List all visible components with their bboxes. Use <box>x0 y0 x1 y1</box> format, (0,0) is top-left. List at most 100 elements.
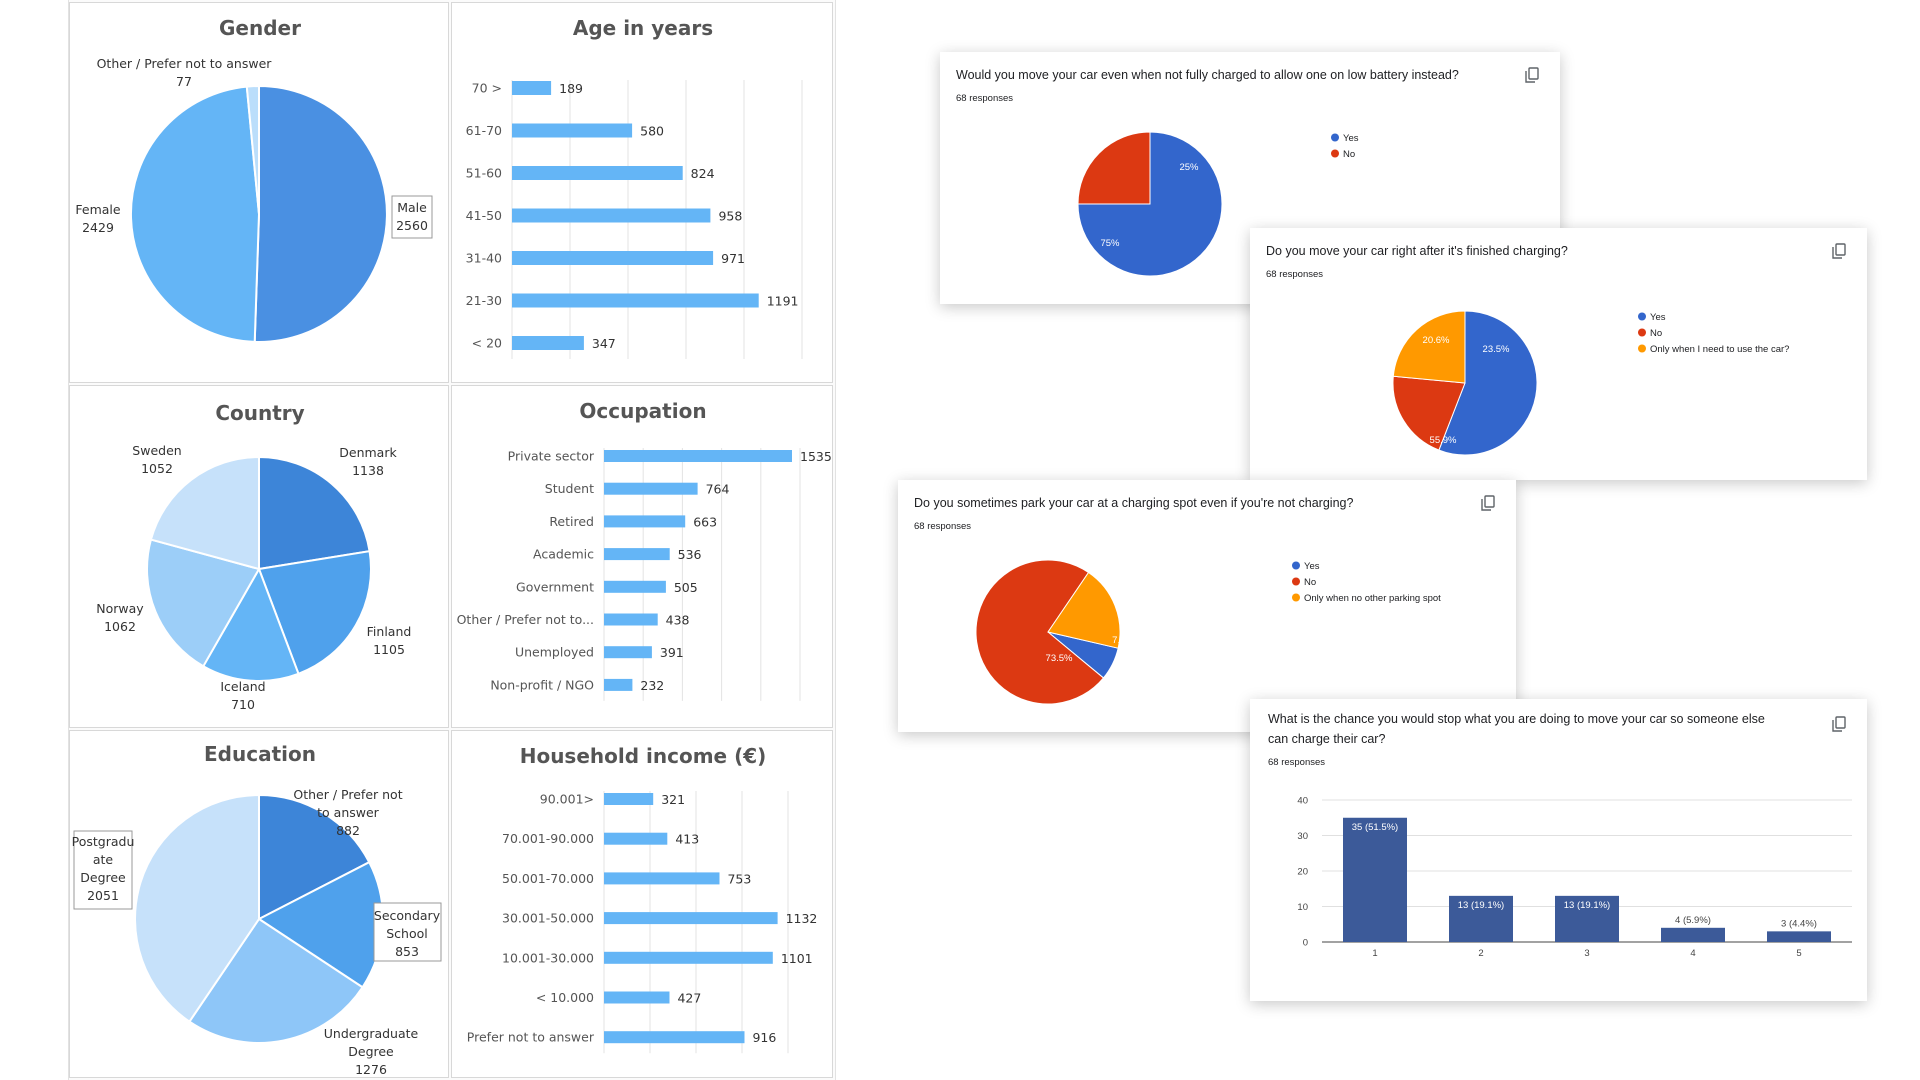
p-occupation-bar-1 <box>604 482 698 495</box>
country-panel: Country Denmark 1138 Finland 1105 Iceland 710 N… <box>69 385 449 728</box>
gender-value-male: 2560 <box>396 218 428 233</box>
card-2-slice-label-2: 19.1% <box>1129 599 1156 610</box>
card-1-pie-slice-2 <box>1392 310 1466 384</box>
country-label-0: Denmark <box>339 445 397 460</box>
country-slice-0 <box>258 455 371 571</box>
income-panel: Household income (€) 90.001> 321 70.001-90.… <box>451 730 833 1078</box>
country-label-2: Iceland <box>220 679 265 694</box>
p-occupation-category-1: Student <box>545 481 594 496</box>
country-slice-2 <box>201 566 300 682</box>
p-age-title: Age in years <box>573 16 713 40</box>
education-slice-0 <box>258 793 371 921</box>
card-3-bar-label-0: 35 (51.5%) <box>1352 822 1398 833</box>
card-3-copy-icon-back <box>1832 720 1842 732</box>
card-0-pie-slice-1 <box>1077 131 1151 205</box>
form-card-chance-to-move-car: What is the chance you would stop what y… <box>1250 699 1867 1001</box>
education-value-undergrad: 1276 <box>355 1062 387 1077</box>
card-2-slice-label-1: 73.5% <box>1046 653 1073 664</box>
education-slice-2 <box>188 917 364 1044</box>
card-1-copy-icon[interactable] <box>1832 243 1846 259</box>
p-occupation-value-3: 536 <box>678 547 702 562</box>
p-income-bar-0 <box>604 793 654 805</box>
card-1-copy-icon-front <box>1835 243 1846 256</box>
card-2-slice-label-0: 7.4% <box>1112 635 1134 646</box>
country-label-4: Sweden <box>132 443 181 458</box>
card-3-bar-1 <box>1449 895 1513 942</box>
card-2-responses: 68 responses <box>914 521 971 532</box>
card-0-slice-label-1: 25% <box>1179 162 1199 173</box>
card-3-bar-2 <box>1555 895 1619 942</box>
p-income-bar-5 <box>604 991 670 1004</box>
p-age-bar-4 <box>512 251 714 265</box>
p-occupation-category-6: Unemployed <box>515 645 594 660</box>
p-gender-svg: Gender Male 2560 Female 2429 Other / Prefer n… <box>75 16 433 343</box>
p-occupation-value-5: 438 <box>666 613 690 628</box>
p-occupation-bar-7 <box>604 678 633 691</box>
card-1-copy-icon-back <box>1832 247 1842 259</box>
country-title: Country <box>215 401 304 425</box>
gender-label-female: Female <box>75 202 121 217</box>
card-3-svg: What is the chance you would stop what y… <box>1268 712 1852 959</box>
card-3-xtick-2: 3 <box>1584 948 1589 959</box>
p-age-value-0: 189 <box>559 81 583 96</box>
form-card-move-after-charging: Do you move your car right after it's fi… <box>1250 228 1867 480</box>
gender-male-label-box <box>391 195 433 239</box>
country-label-3: Norway <box>96 601 144 616</box>
card-3-bar-3 <box>1661 927 1725 942</box>
card-2-copy-icon[interactable] <box>1481 495 1495 511</box>
card-3-ytick-0: 0 <box>1303 938 1308 949</box>
card-0-responses: 68 responses <box>956 93 1013 104</box>
card-0-legend-dot-0 <box>1331 133 1339 142</box>
gender-value-other: 77 <box>176 74 192 89</box>
education-value-other: 882 <box>336 823 360 838</box>
p-income-bar-3 <box>604 912 778 925</box>
p-occupation-category-3: Academic <box>533 547 594 562</box>
card-0-copy-icon[interactable] <box>1525 67 1539 83</box>
education-label-other-line1: Other / Prefer not <box>293 787 402 802</box>
card-3-responses: 68 responses <box>1268 757 1325 768</box>
card-3-question-line1: What is the chance you would stop what y… <box>1268 712 1765 726</box>
p-occupation-category-2: Retired <box>549 514 594 529</box>
country-value-3: 1062 <box>104 619 136 634</box>
p-age-value-6: 347 <box>592 336 616 351</box>
gender-label-other: Other / Prefer not to answer <box>97 56 273 71</box>
education-label-postgrad-line2: ate <box>93 852 114 867</box>
p-age-category-1: 61-70 <box>466 123 502 138</box>
card-1-slice-label-0: 55.9% <box>1430 435 1457 446</box>
gender-slice-2 <box>245 84 260 215</box>
p-age-category-5: 21-30 <box>466 293 502 308</box>
card-1-svg: Do you move your car right after it's fi… <box>1266 243 1846 456</box>
p-income-bar-1 <box>604 832 668 845</box>
card-0-legend-label-1: No <box>1343 149 1355 160</box>
p-income-category-3: 30.001-50.000 <box>502 911 594 926</box>
p-income-value-5: 427 <box>677 991 701 1006</box>
card-2-copy-icon-front <box>1484 495 1495 508</box>
card-2-legend-dot-2 <box>1292 593 1300 602</box>
p-income-svg: Household income (€) 90.001> 321 70.001-90.… <box>467 744 817 1054</box>
gender-title: Gender <box>219 16 301 40</box>
p-age-category-0: 70 > <box>472 81 502 96</box>
card-0-question: Would you move your car even when not fu… <box>956 68 1459 82</box>
country-slice-4 <box>149 455 260 571</box>
p-age-bar-6 <box>512 336 584 350</box>
p-income-category-6: Prefer not to answer <box>467 1030 595 1045</box>
card-1-slice-label-1: 20.6% <box>1423 335 1450 346</box>
p-income-bar-6 <box>604 1031 745 1044</box>
card-3-copy-icon-front <box>1835 716 1846 729</box>
card-0-svg: Would you move your car even when not fu… <box>956 67 1539 277</box>
p-age-value-2: 824 <box>691 166 715 181</box>
card-3-bar-0 <box>1343 817 1407 942</box>
country-label-1: Finland <box>367 624 412 639</box>
p-income-value-6: 916 <box>752 1030 776 1045</box>
card-3-ytick-4: 40 <box>1297 796 1308 807</box>
p-income-title: Household income (€) <box>520 744 767 768</box>
education-label-secondary-line2: School <box>386 926 428 941</box>
p-age-value-3: 958 <box>718 209 742 224</box>
gender-label-male: Male <box>397 200 427 215</box>
card-3-copy-icon[interactable] <box>1832 716 1846 732</box>
occupation-panel: Occupation Private sector 1535 Student 764 Re… <box>451 385 833 728</box>
country-value-4: 1052 <box>141 461 173 476</box>
country-value-2: 710 <box>231 697 255 712</box>
p-income-category-4: 10.001-30.000 <box>502 950 594 965</box>
p-age-value-4: 971 <box>721 251 745 266</box>
